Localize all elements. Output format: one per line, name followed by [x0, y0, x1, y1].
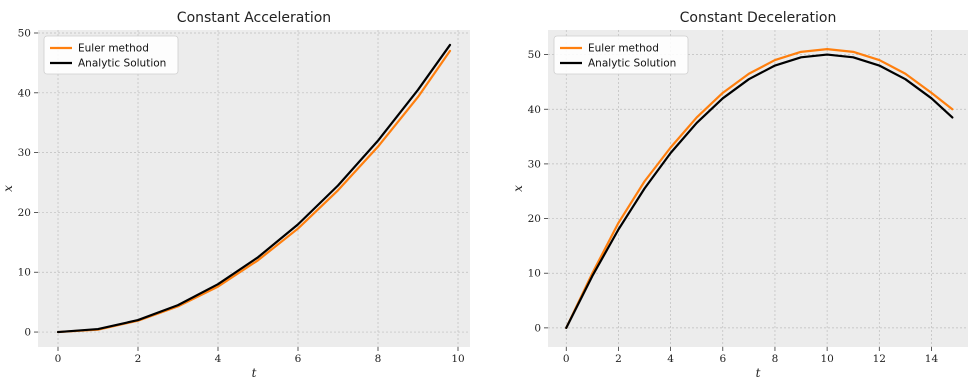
x-tick-label: 0	[563, 353, 570, 365]
x-tick-label: 8	[772, 353, 779, 365]
chart-title: Constant Acceleration	[177, 10, 331, 26]
legend-label: Euler method	[588, 43, 659, 55]
series-line-analytic-solution	[56, 43, 452, 334]
x-tick-label: 12	[873, 353, 886, 365]
x-tick-label: 8	[375, 353, 382, 365]
series-line-euler-method	[565, 48, 954, 329]
legend-box	[43, 35, 179, 75]
y-tick-label: 30	[528, 158, 541, 170]
plot-area	[38, 30, 470, 347]
x-tick-label: 0	[55, 353, 62, 365]
x-tick-label: 6	[719, 353, 726, 365]
x-tick-label: 4	[215, 353, 222, 365]
plot-area	[548, 30, 968, 347]
y-tick-label: 0	[534, 322, 541, 334]
y-tick-label: 10	[18, 267, 31, 279]
legend-label: Analytic Solution	[78, 58, 166, 70]
x-tick-label: 10	[451, 353, 464, 365]
y-tick-label: 50	[528, 49, 541, 61]
x-tick-label: 2	[615, 353, 622, 365]
chart-constant-deceleration: 0 2 4 6 8 10 12 14 0 10 20 30 40 50 Constant Decelerat…	[511, 10, 968, 379]
x-tick-label: 4	[667, 353, 674, 365]
y-tick-label: 40	[18, 87, 31, 99]
x-axis-label: t	[756, 366, 761, 379]
y-tick-label: 20	[18, 207, 31, 219]
y-tick-label: 40	[528, 104, 541, 116]
y-tick-label: 50	[18, 27, 31, 39]
x-tick-label: 2	[135, 353, 142, 365]
series-line-analytic-solution	[565, 53, 954, 329]
x-tick-label: 6	[295, 353, 302, 365]
legend-label: Euler method	[78, 43, 149, 55]
x-tick-label: 14	[925, 353, 939, 365]
y-tick-label: 30	[18, 147, 31, 159]
chart-title: Constant Deceleration	[680, 10, 837, 26]
legend-label: Analytic Solution	[588, 58, 676, 70]
x-axis-label: t	[252, 366, 257, 379]
y-tick-label: 0	[24, 327, 31, 339]
y-tick-label: 20	[528, 213, 541, 225]
y-axis-label: x	[1, 185, 15, 192]
legend-box	[553, 35, 689, 75]
x-tick-label: 10	[820, 353, 833, 365]
chart-constant-acceleration: 0 2 4 6 8 10 0 10 20 30 40 50 Constant Acceleration t…	[1, 10, 470, 379]
y-tick-label: 10	[528, 268, 541, 280]
y-axis-label: x	[511, 185, 525, 192]
